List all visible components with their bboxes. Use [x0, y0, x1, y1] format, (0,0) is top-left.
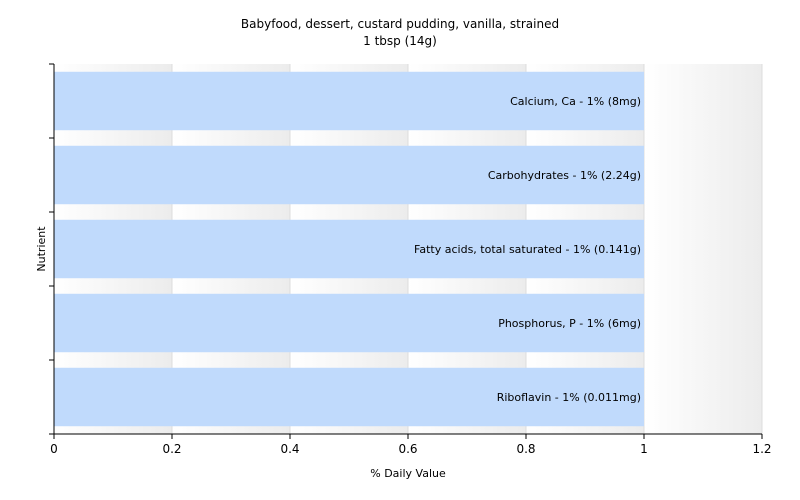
bars: Calcium, Ca - 1% (8mg) Carbohydrates - 1%… [54, 71, 644, 427]
bar [54, 145, 644, 205]
bar [54, 71, 644, 131]
bar [54, 219, 644, 279]
bar-data-label: Riboflavin - 1% (0.011mg) [497, 391, 641, 404]
x-tick-label: 1 [640, 442, 648, 456]
x-tick-label: 1.2 [752, 442, 771, 456]
bar-data-label: Fatty acids, total saturated - 1% (0.141… [414, 243, 641, 256]
bar-data-label: Phosphorus, P - 1% (6mg) [498, 317, 641, 330]
x-axis-label: % Daily Value [370, 467, 446, 480]
grid-band [644, 64, 762, 434]
x-tick-label: 0.4 [280, 442, 299, 456]
x-tick-label: 0.2 [162, 442, 181, 456]
y-axis-label: Nutrient [35, 226, 48, 272]
x-tick-label: 0.8 [516, 442, 535, 456]
chart-subtitle: 1 tbsp (14g) [363, 34, 437, 48]
bar-data-label: Calcium, Ca - 1% (8mg) [510, 95, 641, 108]
bar [54, 293, 644, 353]
bar [54, 367, 644, 427]
bar-data-label: Carbohydrates - 1% (2.24g) [488, 169, 641, 182]
chart-title: Babyfood, dessert, custard pudding, vani… [241, 17, 559, 31]
axes: 0 0.2 0.4 0.6 0.8 1 1.2 [49, 63, 772, 456]
x-tick-label: 0 [50, 442, 58, 456]
x-tick-label: 0.6 [398, 442, 417, 456]
